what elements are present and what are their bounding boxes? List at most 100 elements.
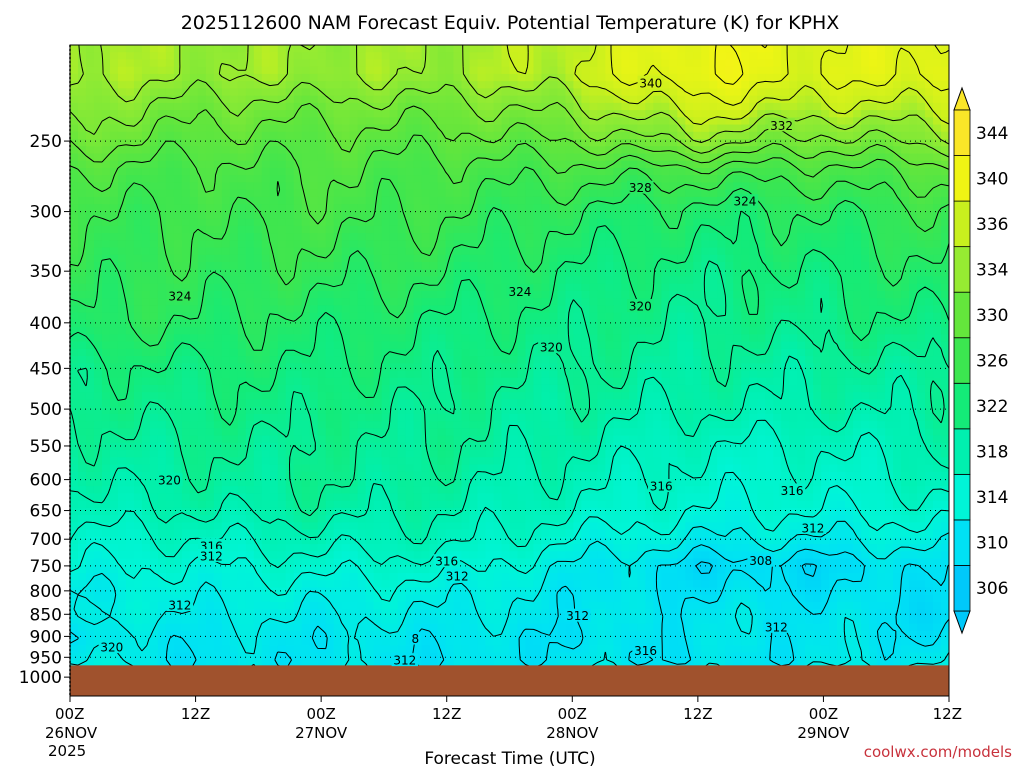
field-cell [469,327,479,335]
field-cell [309,247,319,256]
field-cell [829,153,838,162]
field-cell [189,59,199,68]
field-cell [341,131,351,140]
field-cell [813,73,822,82]
field-cell [373,276,383,285]
field-cell [157,370,167,379]
field-cell [757,59,766,68]
field-cell [829,45,838,53]
field-cell [565,204,575,212]
field-cell [445,290,455,299]
field-cell [213,370,223,379]
field-cell [709,73,718,82]
field-cell [853,341,862,350]
field-cell [637,175,646,184]
field-cell [85,254,95,263]
field-cell [653,211,662,220]
field-cell [101,189,111,198]
field-cell [397,88,407,97]
field-cell [669,175,678,184]
field-cell [365,66,375,75]
field-cell [901,52,910,61]
field-cell [109,204,119,212]
field-cell [485,81,495,89]
field-cell [621,211,630,220]
field-cell [621,81,630,89]
field-cell [157,52,167,61]
field-cell [605,81,614,89]
field-cell [141,45,151,53]
field-cell [357,334,367,343]
field-cell [389,59,399,68]
field-cell [165,139,175,147]
field-cell [141,211,151,220]
field-cell [221,45,231,53]
field-cell [405,254,415,263]
field-cell [789,348,798,357]
field-cell [789,290,798,299]
field-cell [549,312,559,321]
field-cell [597,254,606,263]
field-cell [925,290,934,299]
field-cell [789,139,798,147]
field-cell [517,363,527,372]
field-cell [413,262,423,270]
field-cell [357,370,367,379]
field-cell [341,319,351,328]
field-cell [509,139,519,147]
field-cell [765,59,774,68]
field-cell [301,66,311,75]
field-cell [917,88,926,97]
field-cell [261,319,271,328]
field-cell [709,225,718,234]
field-cell [93,146,103,155]
field-cell [925,160,934,169]
field-cell [925,59,934,68]
field-cell [301,218,311,227]
field-cell [181,225,191,234]
field-cell [373,110,383,118]
field-cell [269,356,279,364]
field-cell [277,211,287,220]
field-cell [277,356,287,364]
field-cell [885,334,894,343]
field-cell [149,117,159,126]
field-cell [429,153,439,162]
field-cell [445,153,455,162]
field-cell [173,233,183,241]
field-cell [421,139,431,147]
field-cell [205,146,215,155]
field-cell [749,290,758,299]
field-cell [805,59,814,68]
field-cell [493,298,503,306]
field-cell [149,283,159,292]
field-cell [245,167,255,176]
field-cell [333,88,343,97]
field-cell [421,363,431,372]
field-cell [805,312,814,321]
field-cell [653,356,662,364]
field-cell [685,102,694,111]
field-cell [405,334,415,343]
field-cell [613,88,622,97]
field-cell [725,167,734,176]
field-cell [349,298,359,306]
field-cell [789,262,798,270]
field-cell [541,81,551,89]
field-cell [645,240,654,249]
field-cell [885,160,894,169]
field-cell [493,146,503,155]
field-cell [485,73,495,82]
field-cell [749,73,758,82]
field-cell [413,175,423,184]
field-cell [573,290,583,299]
field-cell [621,363,630,372]
field-cell [453,204,463,212]
field-cell [157,356,167,364]
field-cell [413,327,423,335]
field-cell [901,356,910,364]
field-cell [885,52,894,61]
field-cell [93,233,103,241]
field-cell [389,66,399,75]
field-cell [597,348,606,357]
